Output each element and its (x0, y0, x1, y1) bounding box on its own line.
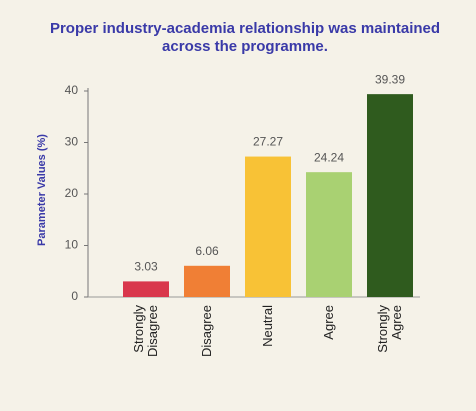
y-tick-label: 0 (71, 289, 78, 303)
bar (245, 156, 291, 297)
y-tick-label: 30 (65, 135, 79, 149)
x-tick-label: Agree (321, 305, 336, 340)
value-label: 3.03 (134, 260, 158, 274)
y-axis-label: Parameter Values (%) (36, 134, 48, 246)
value-label: 6.06 (195, 244, 219, 258)
bar (184, 265, 230, 297)
y-tick-label: 10 (65, 238, 79, 252)
x-tick-label: Disagree (199, 305, 214, 358)
x-tick-label: Neutral (260, 305, 275, 347)
x-tick-label: Strongly Agree (375, 305, 404, 353)
bar (123, 281, 169, 297)
chart-title: Proper industry-academia relationship wa… (49, 20, 441, 55)
bar (306, 172, 352, 297)
value-label: 27.27 (253, 135, 283, 149)
y-tick-label: 20 (65, 186, 79, 200)
value-label: 24.24 (314, 150, 344, 164)
y-tick-label: 40 (65, 83, 79, 97)
bar (367, 94, 413, 297)
value-label: 39.39 (375, 72, 405, 86)
x-tick-label: Strongly Disagree (131, 305, 160, 358)
